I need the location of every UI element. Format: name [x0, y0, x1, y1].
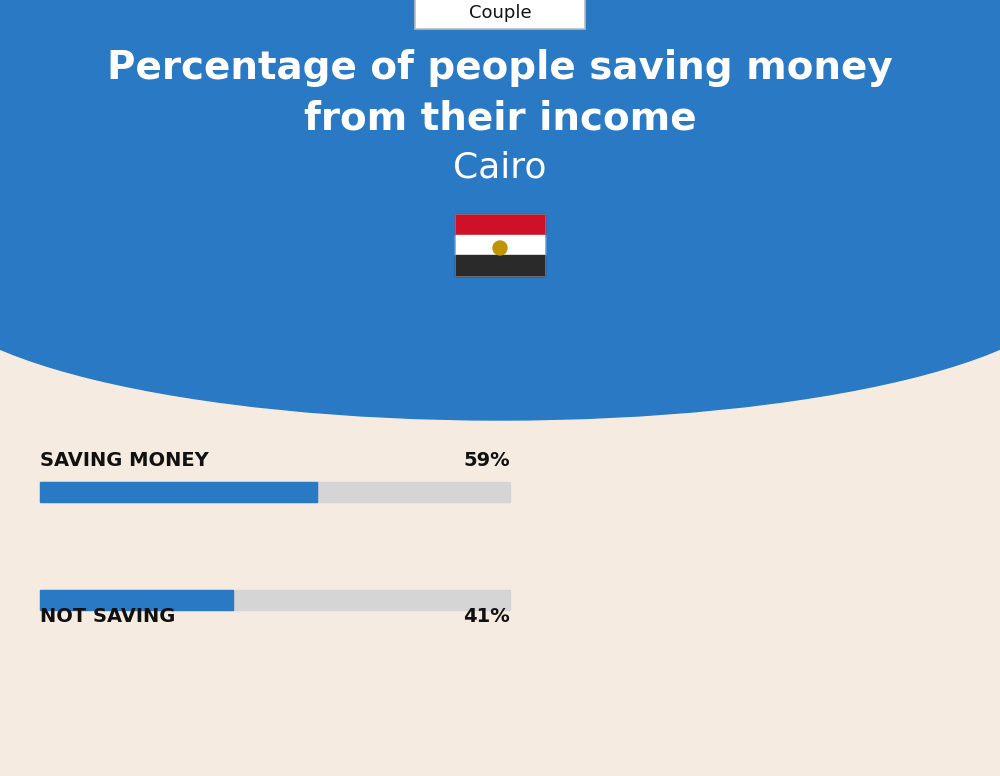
Text: Percentage of people saving money: Percentage of people saving money: [107, 49, 893, 87]
Circle shape: [493, 241, 507, 255]
Text: 59%: 59%: [463, 451, 510, 469]
Bar: [40, 590, 510, 610]
Bar: [0, 0, 1000, 280]
Bar: [40, 482, 317, 502]
Text: 41%: 41%: [463, 608, 510, 626]
Bar: [455, 214, 545, 234]
FancyBboxPatch shape: [415, 0, 585, 29]
Text: Cairo: Cairo: [453, 151, 547, 185]
Text: from their income: from their income: [304, 99, 696, 137]
Ellipse shape: [0, 140, 1000, 420]
Bar: [40, 590, 233, 610]
Text: SAVING MONEY: SAVING MONEY: [40, 451, 209, 469]
Bar: [455, 214, 545, 276]
Text: NOT SAVING: NOT SAVING: [40, 608, 175, 626]
Bar: [40, 482, 510, 502]
Text: Couple: Couple: [469, 4, 531, 22]
Bar: [455, 255, 545, 276]
Bar: [455, 234, 545, 255]
